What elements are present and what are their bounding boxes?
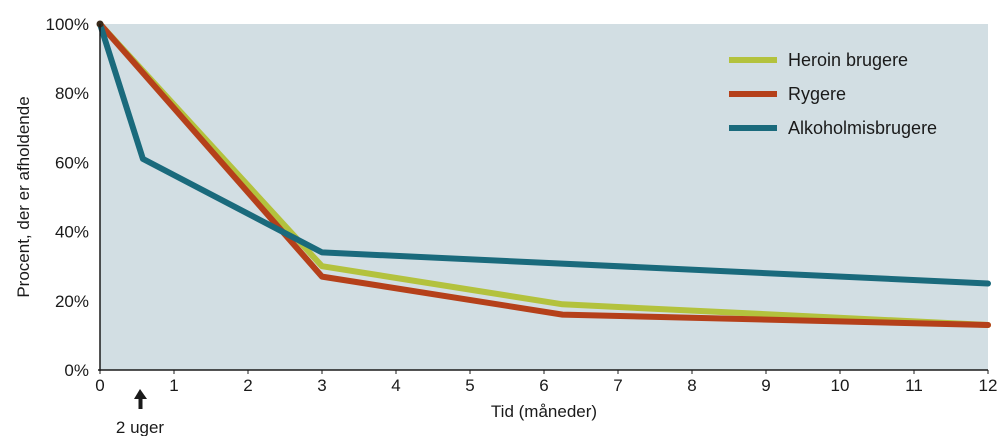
arrow-up-icon	[134, 389, 147, 409]
x-tick-label: 10	[831, 376, 850, 395]
x-tick-label: 2	[243, 376, 252, 395]
data-point	[322, 266, 323, 267]
x-tick-label: 0	[95, 376, 104, 395]
legend-label: Heroin brugere	[788, 50, 908, 70]
y-axis-label: Procent, der er afholdende	[14, 96, 33, 297]
data-point	[988, 325, 989, 326]
x-tick-label: 6	[539, 376, 548, 395]
x-tick-labels: 0 1 2 3 4 5 6 7 8 9 10 11 12	[95, 370, 997, 395]
data-point	[322, 276, 323, 277]
y-tick-label: 0%	[64, 361, 89, 380]
y-tick-labels: 0% 20% 40% 60% 80% 100%	[46, 15, 89, 380]
x-tick-label: 8	[687, 376, 696, 395]
y-tick-label: 40%	[55, 223, 89, 242]
x-tick-label: 4	[391, 376, 400, 395]
y-tick-label: 100%	[46, 15, 89, 34]
data-point	[562, 304, 563, 305]
x-axis-label: Tid (måneder)	[491, 402, 597, 421]
data-point	[988, 283, 989, 284]
data-point	[322, 252, 323, 253]
x-tick-label: 9	[761, 376, 770, 395]
x-tick-label: 11	[905, 376, 923, 395]
y-tick-label: 80%	[55, 84, 89, 103]
x-tick-label: 12	[979, 376, 998, 395]
x-tick-label: 1	[169, 376, 178, 395]
legend-label: Alkoholmisbrugere	[788, 118, 937, 138]
data-point	[562, 314, 563, 315]
x-tick-label: 5	[465, 376, 474, 395]
y-tick-label: 60%	[55, 153, 89, 172]
legend-label: Rygere	[788, 84, 846, 104]
x-tick-label: 3	[317, 376, 326, 395]
x-tick-label: 7	[613, 376, 622, 395]
annotation-two-weeks: 2 uger	[116, 389, 165, 436]
data-point	[142, 158, 143, 159]
annotation-label: 2 uger	[116, 418, 165, 436]
y-tick-label: 20%	[55, 292, 89, 311]
